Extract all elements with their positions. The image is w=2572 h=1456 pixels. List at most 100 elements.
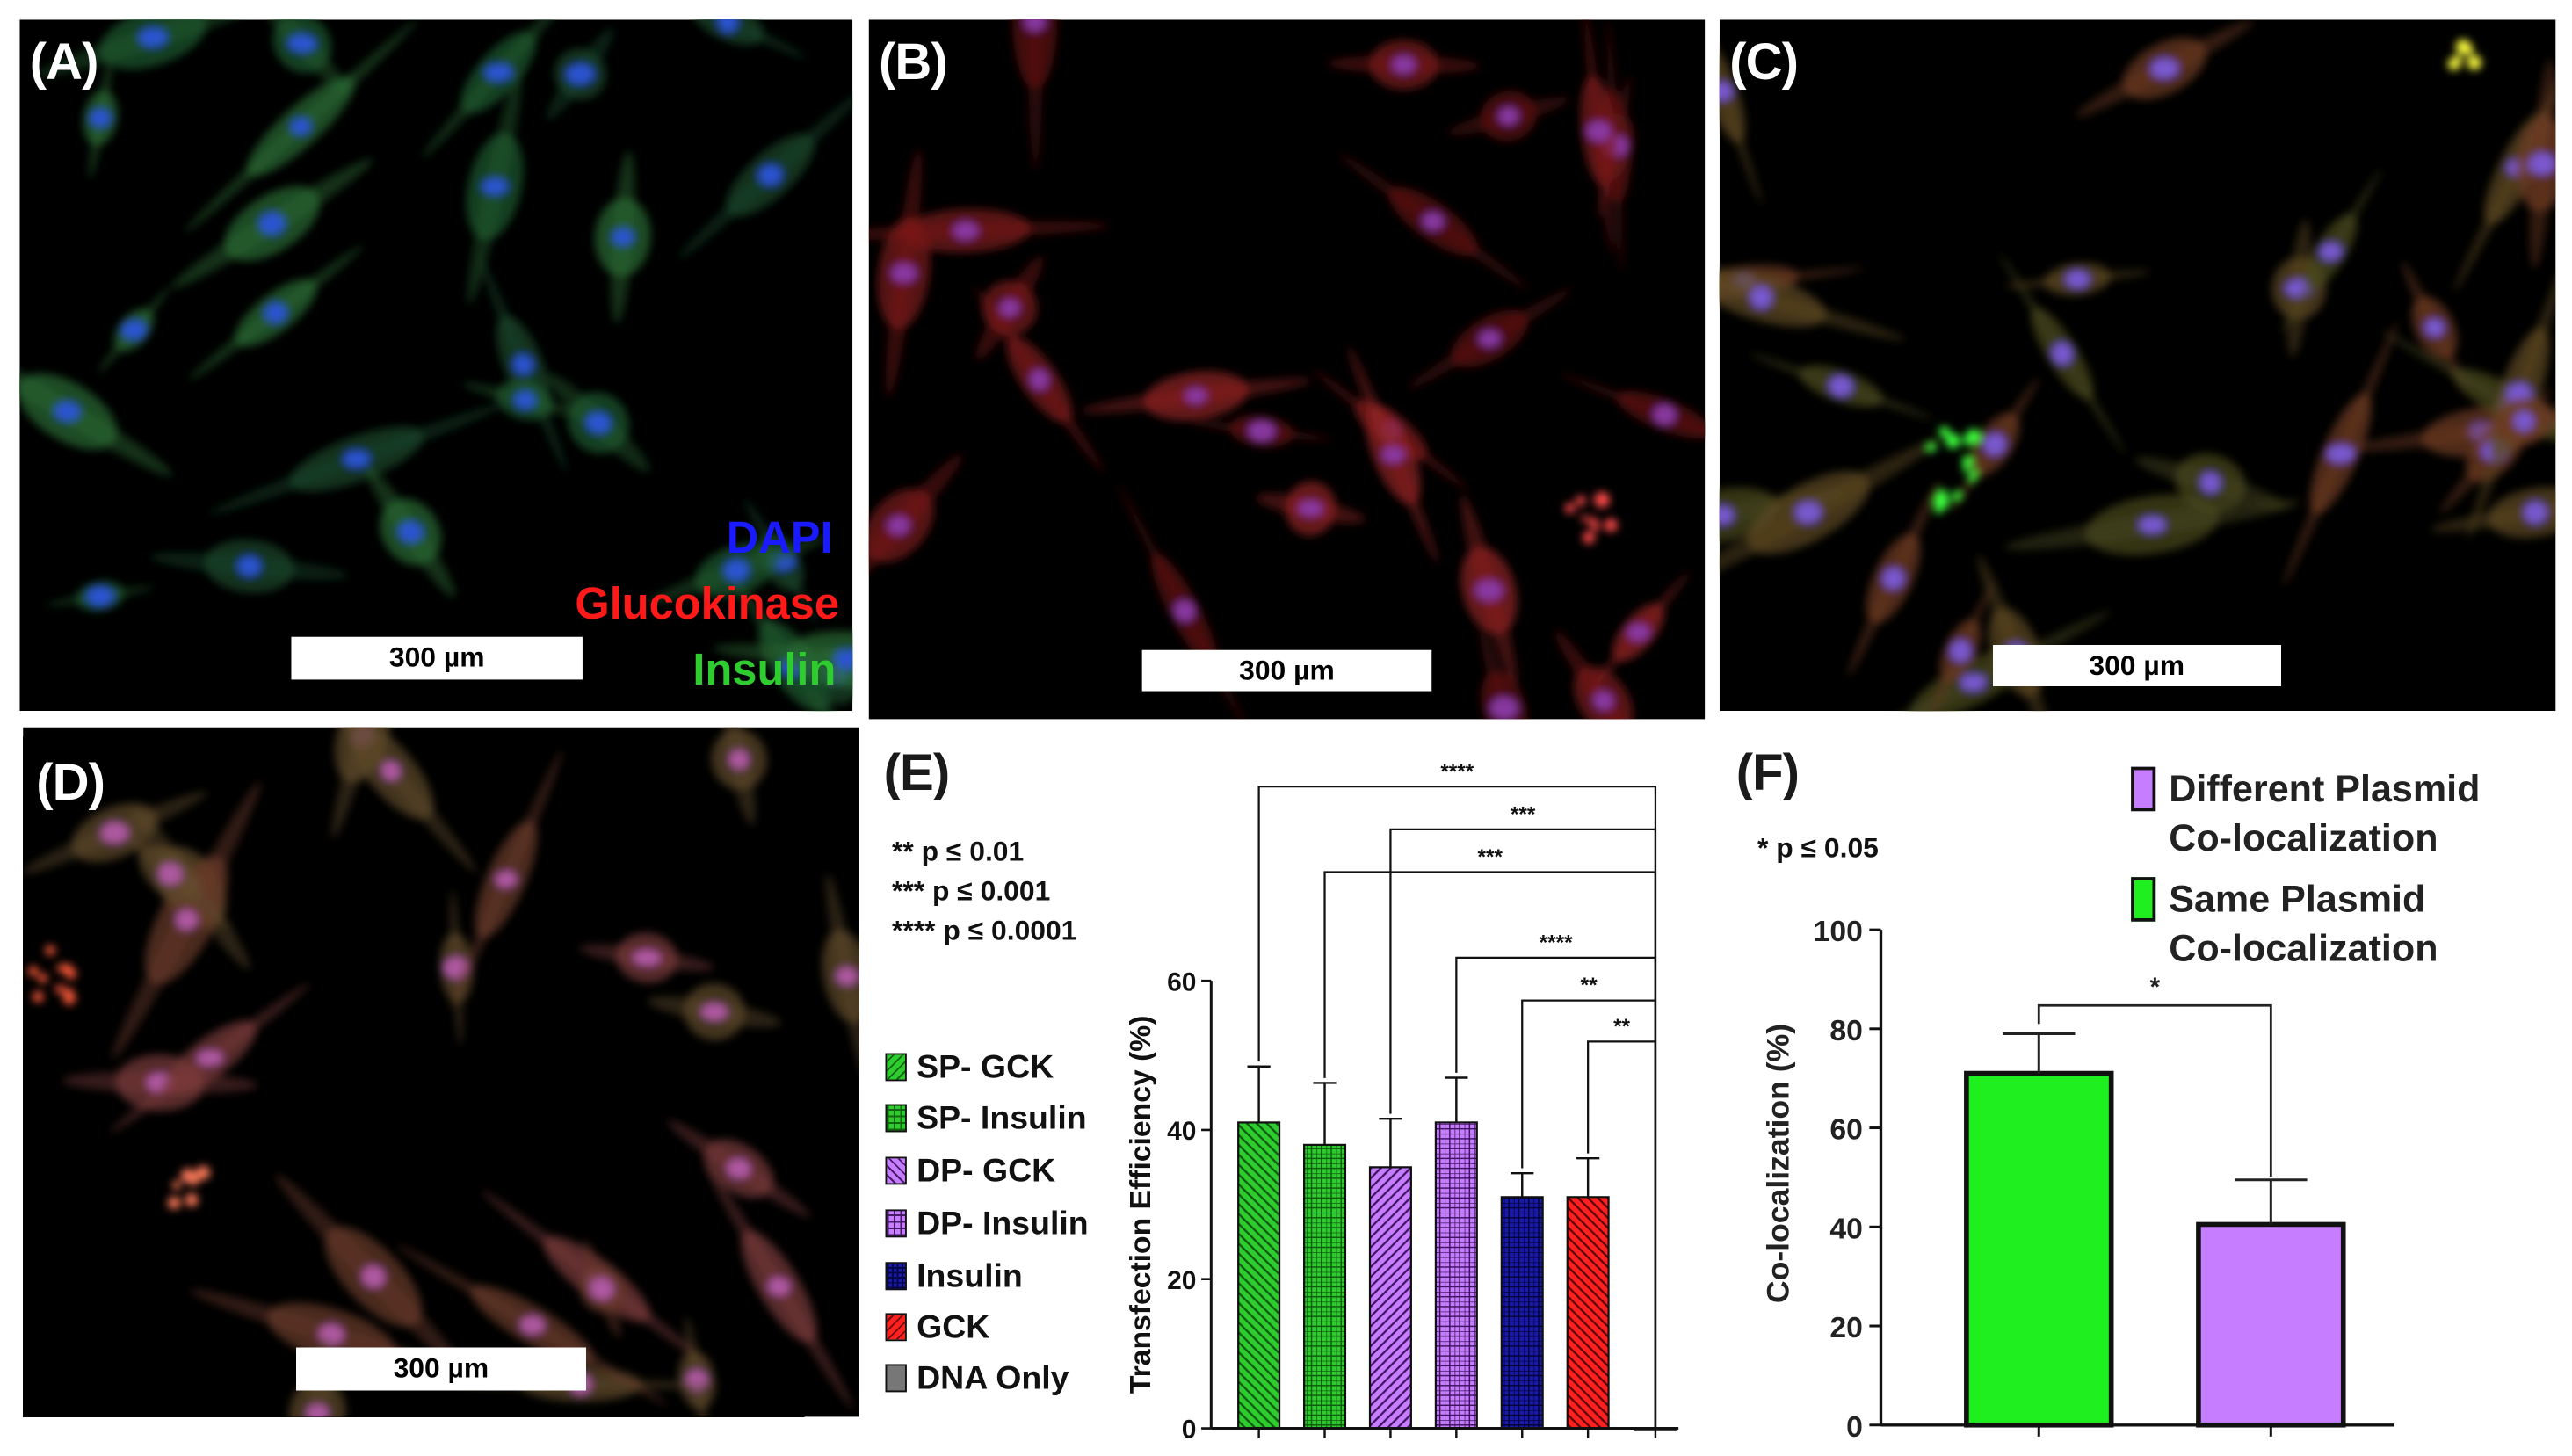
- panel-label-e: (E): [883, 743, 951, 802]
- stain-legend-glucokinase: Glucokinase: [575, 579, 840, 629]
- cell-nucleus: [54, 402, 81, 422]
- cell-nucleus: [343, 450, 370, 468]
- fluorescent-spot: [1965, 429, 1982, 445]
- cell-nucleus: [757, 164, 783, 186]
- y-tick-label: 40: [1167, 1117, 1196, 1146]
- cell-nucleus: [633, 949, 662, 967]
- significance-bracket: [1587, 1040, 1657, 1429]
- fluorescent-spot: [2455, 39, 2471, 54]
- fluorescent-spot: [1576, 496, 1586, 506]
- legend-label: GCK: [917, 1309, 990, 1346]
- cell-nucleus: [1585, 120, 1612, 142]
- fluorescent-spot: [167, 1196, 181, 1210]
- cell-nucleus: [264, 302, 287, 323]
- cell-nucleus: [585, 412, 612, 434]
- y-tick-label: 20: [1167, 1266, 1196, 1295]
- legend-swatch: [885, 1104, 907, 1133]
- cell-nucleus: [723, 559, 750, 582]
- cell-layer: [1719, 19, 2556, 712]
- y-tick-label: 40: [1829, 1212, 1862, 1245]
- cell-nucleus: [196, 1049, 224, 1067]
- cell-nucleus: [1478, 330, 1501, 348]
- chart-f-co-localization: 0 20 40 60 80 100 Co-localization (%) *: [1761, 915, 2394, 1444]
- scale-bar-a: 300 µm: [291, 636, 583, 680]
- fluorescent-spot: [185, 1193, 199, 1207]
- cell-nucleus: [481, 177, 509, 195]
- legend-item-same-plasmid: Same Plasmid Co-localization: [2131, 873, 2542, 972]
- legend-label-line-1: Same Plasmid: [2169, 877, 2426, 920]
- cell-nucleus: [2514, 411, 2534, 431]
- cell-nucleus: [2528, 152, 2556, 176]
- legend-swatch: [885, 1209, 907, 1238]
- cell-nucleus: [612, 228, 634, 246]
- significance-label: *: [2149, 973, 2160, 1002]
- micrograph-panel-a: (A) DAPI Glucokinase Insulin 300 µm: [19, 19, 853, 712]
- cell-nucleus: [100, 822, 129, 844]
- cell-nucleus: [717, 19, 738, 33]
- significance-label: ***: [1478, 845, 1503, 869]
- cell-nucleus: [1023, 19, 1047, 32]
- cell-nucleus: [290, 117, 312, 135]
- bar-insulin: [1500, 1196, 1544, 1430]
- legend-item-insulin: Insulin: [885, 1259, 1023, 1297]
- significance-bracket: [2037, 1003, 2272, 1177]
- y-tick-label: 60: [1829, 1113, 1862, 1147]
- cell-nucleus: [1719, 505, 1734, 525]
- cell-nucleus: [175, 909, 198, 931]
- legend-item-different-plasmid: Different Plasmid Co-localization: [2131, 764, 2542, 862]
- fluorescent-spot: [62, 991, 76, 1005]
- y-tick-label: 60: [1167, 967, 1196, 996]
- cell-nucleus: [767, 1277, 791, 1297]
- bar-dp-gck: [1368, 1166, 1412, 1430]
- cell-layer: [868, 19, 1706, 720]
- legend-swatch: [885, 1364, 907, 1393]
- cell-nucleus: [834, 648, 853, 670]
- cell-nucleus: [1474, 579, 1504, 602]
- cell-nucleus: [1173, 599, 1196, 622]
- fluorescent-spot: [1967, 474, 1977, 482]
- fluorescent-spot: [1581, 515, 1588, 522]
- cell-image-c: [1719, 19, 2556, 712]
- cell-nucleus: [2423, 318, 2445, 337]
- cell-nucleus: [1029, 368, 1050, 391]
- cell-nucleus: [565, 63, 595, 85]
- cell-nucleus: [890, 263, 917, 283]
- cell-nucleus: [2065, 270, 2090, 289]
- legend-item-dp-insulin: DP- Insulin: [885, 1206, 1089, 1244]
- fluorescent-spot: [1961, 455, 1974, 467]
- bar-dp-insulin: [1434, 1121, 1478, 1430]
- y-tick-label: 80: [1829, 1014, 1862, 1047]
- cell-nucleus: [1592, 691, 1614, 711]
- bar-same-plasmid-co-localization: [1964, 1070, 2114, 1428]
- fluorescent-spot: [1938, 426, 1950, 438]
- legend-label-line-2: Co-localization: [2169, 926, 2438, 970]
- significance-key-e-2: *** p ≤ 0.001: [892, 875, 1051, 907]
- cell-layer: [19, 19, 853, 712]
- panel-label-b: (B): [879, 33, 948, 91]
- fluorescent-spot: [1604, 518, 1618, 532]
- cell-image-b: [868, 19, 1706, 720]
- fluorescent-spot: [38, 973, 48, 983]
- cell-nucleus: [380, 761, 402, 781]
- y-tick-label: 0: [1846, 1410, 1863, 1444]
- bar-different-plasmid-co-localization: [2196, 1221, 2346, 1428]
- significance-label: ****: [1540, 931, 1573, 955]
- cell-nucleus: [953, 221, 979, 241]
- legend-item-sp-gck: SP- GCK: [885, 1050, 1054, 1088]
- cell-nucleus: [1719, 81, 1734, 101]
- cell-nucleus: [287, 34, 317, 53]
- panel-label-d: (D): [36, 753, 105, 812]
- cell-nucleus: [726, 1158, 751, 1179]
- stain-legend-dapi: DAPI: [726, 513, 833, 563]
- cell-nucleus: [2051, 342, 2074, 366]
- legend-swatch: [885, 1053, 907, 1082]
- cell-layer: [23, 727, 859, 1417]
- significance-label: ***: [1511, 802, 1536, 826]
- cell-nucleus: [158, 863, 183, 885]
- fluorescent-spot: [1594, 491, 1610, 508]
- fluorescent-spot: [2447, 57, 2460, 70]
- fluorescent-spot: [33, 991, 44, 1003]
- fluorescent-spot: [1962, 465, 1970, 473]
- bar-sp-gck: [1237, 1121, 1281, 1430]
